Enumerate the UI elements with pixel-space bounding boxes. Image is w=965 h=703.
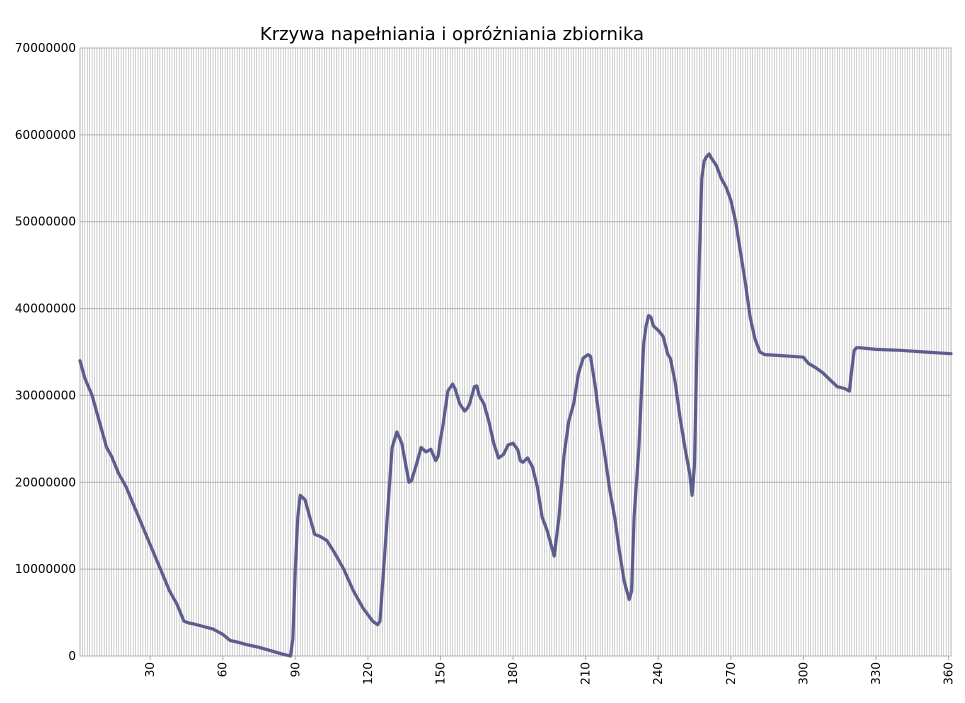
x-tick-label: 240 [651,662,665,685]
x-tick-label: 330 [869,662,883,685]
y-tick-label: 60000000 [15,128,76,142]
y-tick-label: 70000000 [15,41,76,55]
axes [79,47,952,660]
plot-frame [79,47,952,657]
grid [79,47,952,657]
chart-title: Krzywa napełniania i opróżniania zbiorni… [260,24,644,45]
series-line [78,152,953,658]
x-tick-label: 150 [433,662,447,685]
y-tick-label: 30000000 [15,388,76,402]
y-tick-label: 50000000 [15,215,76,229]
y-tick-label: 10000000 [15,562,76,576]
x-tick-label: 300 [796,662,810,685]
x-tick-label: 210 [579,662,593,685]
x-tick-label: 270 [724,662,738,685]
series [78,152,953,658]
y-tick-label: 20000000 [15,475,76,489]
x-tick-label: 30 [143,662,157,677]
x-tick-labels: 30 60 90 120 150 180 210 240 270 300 330 360 [143,662,955,685]
y-tick-label: 40000000 [15,302,76,316]
x-tick-label: 90 [288,662,302,677]
y-tick-label: 0 [68,649,76,663]
x-tick-label: 360 [942,662,956,685]
x-tick-label: 120 [361,662,375,685]
x-tick-label: 60 [216,662,230,677]
y-tick-labels: 0 10000000 20000000 30000000 40000000 5000000… [15,41,76,663]
x-tick-label: 180 [506,662,520,685]
